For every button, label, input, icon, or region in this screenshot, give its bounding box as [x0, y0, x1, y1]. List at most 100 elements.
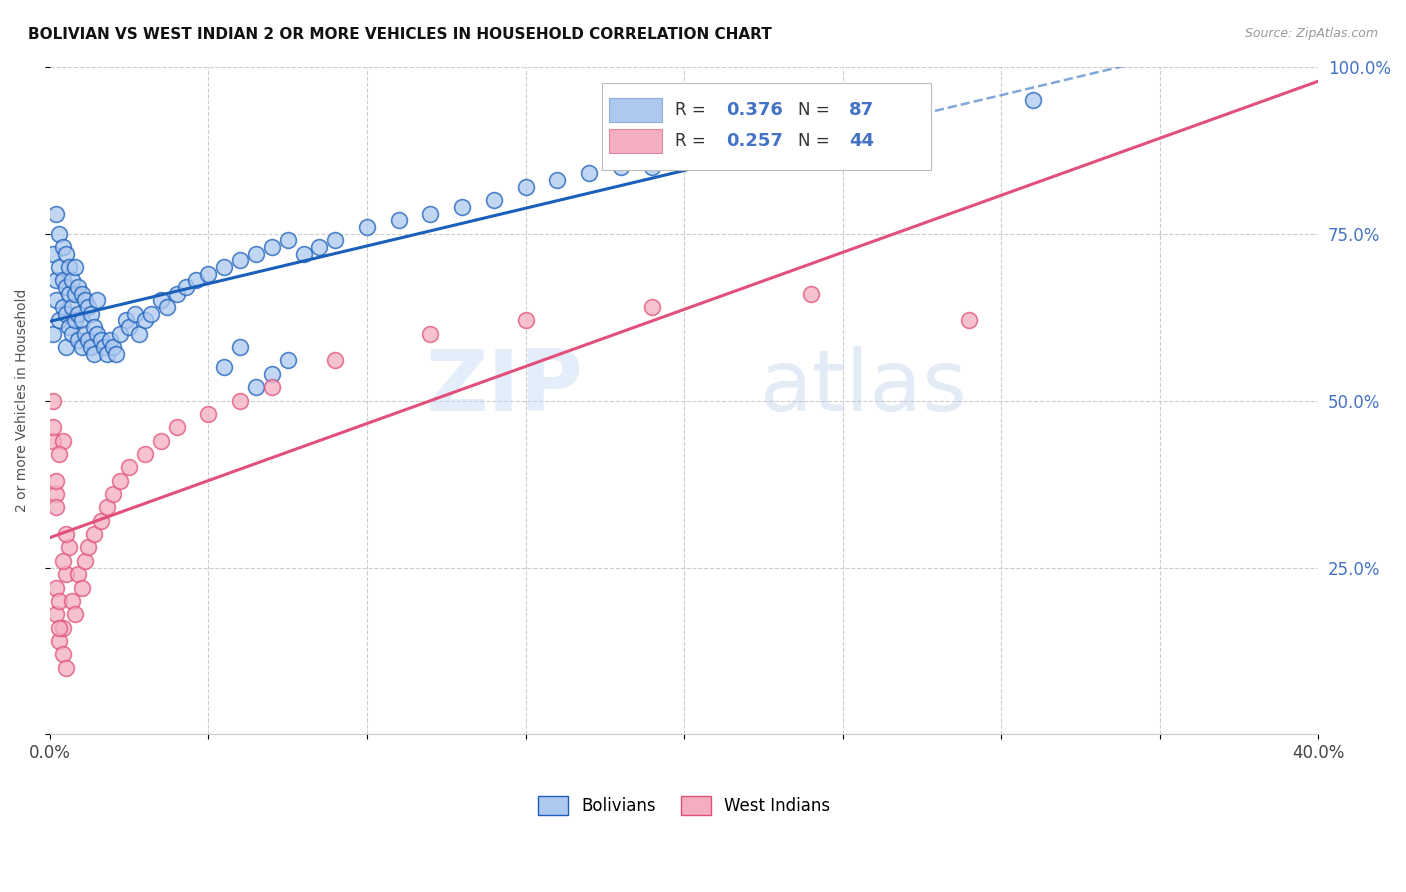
Point — [388, 213, 411, 227]
Point — [292, 246, 315, 260]
Point — [77, 300, 100, 314]
Point — [83, 347, 105, 361]
Point — [124, 307, 146, 321]
Point — [546, 173, 568, 187]
Point — [115, 313, 138, 327]
Point — [229, 253, 252, 268]
FancyBboxPatch shape — [602, 83, 931, 170]
Point — [42, 420, 65, 434]
Point — [48, 621, 70, 635]
Point — [73, 293, 96, 308]
Point — [70, 581, 93, 595]
Point — [166, 286, 188, 301]
Point — [515, 179, 537, 194]
Point — [260, 367, 283, 381]
Point — [42, 393, 65, 408]
Point — [70, 286, 93, 301]
Point — [451, 200, 474, 214]
Point — [48, 594, 70, 608]
Point — [63, 607, 86, 622]
Point — [641, 160, 664, 174]
Point — [118, 320, 141, 334]
Point — [70, 313, 93, 327]
Point — [103, 340, 125, 354]
Point — [673, 146, 696, 161]
Point — [356, 219, 378, 234]
Point — [48, 227, 70, 241]
Point — [51, 300, 73, 314]
Point — [86, 293, 108, 308]
Point — [48, 447, 70, 461]
Point — [51, 273, 73, 287]
Point — [93, 340, 115, 354]
Point — [156, 300, 179, 314]
Point — [73, 326, 96, 341]
Point — [212, 360, 235, 375]
Text: 0.376: 0.376 — [725, 101, 783, 119]
Point — [98, 334, 121, 348]
Point — [67, 307, 90, 321]
Point — [80, 307, 103, 321]
Point — [800, 286, 823, 301]
Point — [105, 347, 128, 361]
Point — [58, 260, 80, 274]
Text: Source: ZipAtlas.com: Source: ZipAtlas.com — [1244, 27, 1378, 40]
Point — [894, 113, 917, 128]
Point — [48, 313, 70, 327]
Point — [51, 240, 73, 254]
Point — [515, 313, 537, 327]
Point — [55, 280, 77, 294]
Point — [55, 340, 77, 354]
Point — [166, 420, 188, 434]
Point — [277, 353, 299, 368]
Point — [60, 273, 83, 287]
Point — [83, 527, 105, 541]
Text: R =: R = — [675, 101, 711, 119]
Point — [482, 193, 505, 207]
Point — [323, 233, 346, 247]
Point — [229, 340, 252, 354]
Point — [51, 648, 73, 662]
Point — [96, 500, 118, 515]
Point — [77, 334, 100, 348]
Point — [80, 340, 103, 354]
Point — [67, 334, 90, 348]
Point — [48, 260, 70, 274]
Point — [60, 326, 83, 341]
Point — [197, 407, 219, 421]
Text: 44: 44 — [849, 132, 875, 151]
Text: 0.257: 0.257 — [725, 132, 783, 151]
Point — [134, 447, 156, 461]
Point — [245, 246, 267, 260]
Point — [63, 286, 86, 301]
Point — [48, 634, 70, 648]
Point — [229, 393, 252, 408]
Point — [70, 340, 93, 354]
Text: 87: 87 — [849, 101, 875, 119]
Point — [58, 320, 80, 334]
Point — [959, 313, 981, 327]
Point — [174, 280, 197, 294]
Point — [641, 300, 664, 314]
Point — [83, 320, 105, 334]
Point — [419, 326, 441, 341]
Point — [45, 487, 67, 501]
Point — [197, 267, 219, 281]
Point — [419, 206, 441, 220]
Point — [134, 313, 156, 327]
Point — [308, 240, 330, 254]
Point — [58, 541, 80, 555]
Text: R =: R = — [675, 132, 711, 151]
Point — [103, 487, 125, 501]
Point — [118, 460, 141, 475]
Legend: Bolivians, West Indians: Bolivians, West Indians — [531, 789, 837, 822]
Point — [184, 273, 207, 287]
Text: ZIP: ZIP — [425, 346, 582, 429]
Point — [51, 621, 73, 635]
Point — [260, 240, 283, 254]
Point — [63, 260, 86, 274]
Point — [55, 527, 77, 541]
FancyBboxPatch shape — [609, 98, 662, 122]
Point — [578, 166, 600, 180]
Point — [260, 380, 283, 394]
